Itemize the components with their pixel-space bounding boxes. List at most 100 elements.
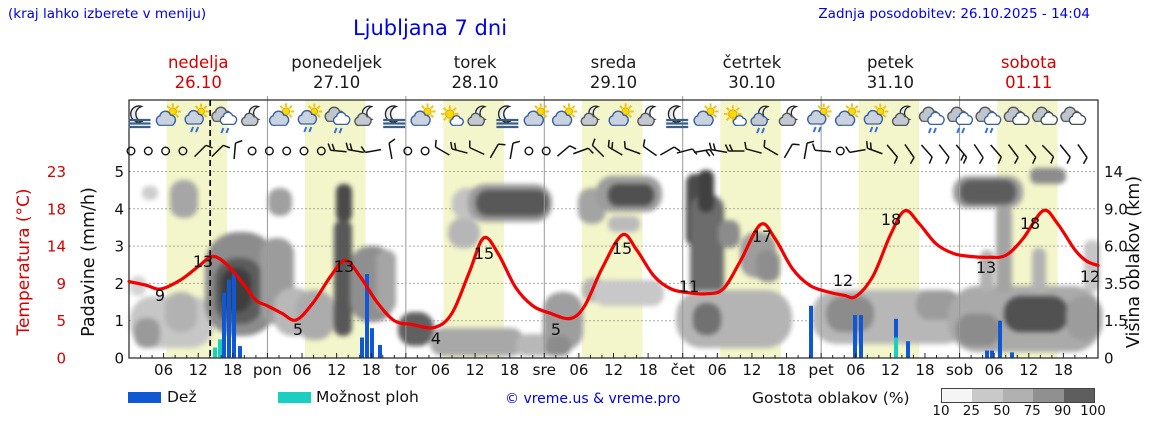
day-abbr-label: pet [808, 361, 833, 379]
hour-label: 12 [327, 361, 346, 379]
wind-barb-icon [973, 143, 984, 165]
wind-barb-icon [388, 138, 396, 160]
temp-value-label: 12 [833, 271, 853, 290]
wind-barb-icon [783, 143, 800, 159]
cloud-blob [376, 250, 396, 312]
cloud-blob [594, 280, 664, 306]
showers-legend-label: Možnost ploh [316, 388, 419, 406]
day-name: petek [867, 53, 914, 72]
day-abbr-label: tor [395, 361, 418, 379]
hour-label: 06 [985, 361, 1004, 379]
weather-icon-moon-cloud [778, 105, 799, 126]
wind-barb-icon [591, 138, 605, 158]
cloud-blob [826, 296, 874, 332]
weather-icon-moon-cloud [354, 105, 374, 126]
wind-barb-icon [763, 139, 779, 156]
height-tick: 3.5 [1104, 275, 1128, 293]
density-segment [942, 389, 973, 402]
cloud-blob [336, 184, 352, 222]
wind-barb-icon [450, 141, 468, 154]
copyright-link[interactable]: © vreme.us & vreme.pro [505, 391, 681, 407]
temp-value-label: 13 [976, 258, 996, 277]
rain-bar [232, 272, 236, 358]
wind-calm-icon [247, 146, 257, 156]
weather-icon-sun-cloud-rain [863, 103, 889, 133]
weather-icon-sun-cloud-rain [297, 103, 323, 133]
weather-icon-sun-small-cloud [724, 105, 748, 126]
weather-icon-cloud [1031, 106, 1059, 125]
wind-barb-icon [990, 144, 1002, 164]
wind-barb-icon [724, 144, 745, 152]
cloud-blob [134, 318, 160, 348]
weather-icon-cloud-rain [211, 106, 238, 134]
temp-value-label: 12 [1080, 267, 1100, 286]
hour-label: 06 [569, 361, 588, 379]
hour-label: 18 [777, 361, 796, 379]
weather-icon-sun-cloud [693, 103, 719, 126]
weather-icon-moon-cloud [637, 105, 657, 126]
rain-bar [238, 346, 242, 358]
weather-icon-moon-cloud-rain [750, 105, 770, 134]
weather-icon-cloud-rain [975, 106, 1002, 134]
weather-icon-cloud-rain [947, 106, 974, 134]
wind-barb-icon [1024, 144, 1037, 164]
density-tick-label: 75 [1023, 403, 1041, 419]
day-name: nedelja [168, 53, 229, 72]
wind-calm-icon [420, 146, 430, 156]
density-tick-label: 10 [932, 403, 950, 419]
rain-legend-swatch [128, 392, 161, 403]
rain-legend-label: Dež [167, 388, 197, 406]
temp-tick: 9 [56, 275, 66, 293]
rain-bar [809, 305, 813, 358]
weather-icon-sun-small-cloud [441, 105, 465, 126]
rain-bar [998, 320, 1002, 358]
menu-hint: (kraj lahko izberete v meniju) [8, 6, 207, 22]
wind-barb-icon [744, 141, 762, 154]
wind-calm-icon [143, 146, 153, 156]
cloud-density-label: Gostota oblakov (%) [752, 389, 910, 407]
wind-calm-icon [178, 146, 188, 156]
wind-calm-icon [264, 146, 274, 156]
cloud-blob [165, 292, 197, 332]
wind-calm-icon [835, 146, 845, 156]
rain-bar [222, 292, 226, 358]
density-tick-label: 90 [1054, 403, 1072, 419]
cloud-blob [608, 184, 654, 206]
precip-tick: 4 [114, 200, 124, 218]
cloud-blob [476, 190, 548, 216]
temp-tick: 18 [47, 200, 66, 218]
wind-barb-icon [803, 140, 815, 160]
rain-bar [378, 344, 382, 358]
hour-label: 12 [466, 361, 485, 379]
wind-barb-icon [1007, 144, 1019, 165]
temp-value-label: 13 [334, 257, 354, 276]
cloud-blob [693, 303, 721, 335]
density-tick-label: 25 [962, 403, 980, 419]
weather-icon-sun-cloud [608, 103, 634, 126]
hour-label: 18 [915, 361, 934, 379]
cloud-blob [334, 220, 352, 336]
weather-icon-sun-cloud [268, 103, 295, 126]
day-name: torek [454, 53, 497, 72]
hour-label: 12 [604, 361, 623, 379]
wind-barb-icon [866, 141, 883, 155]
cloud-blob [1004, 296, 1068, 332]
temp-tick: 14 [47, 238, 66, 256]
cloud-blob [268, 188, 292, 216]
temp-value-label: 9 [155, 286, 165, 305]
cloud-blob [543, 292, 583, 350]
hour-label: 18 [639, 361, 658, 379]
hour-label: 18 [223, 361, 242, 379]
day-abbr-label: pon [253, 361, 282, 379]
weather-icon-sun-cloud [523, 103, 549, 126]
weather-icon-sun-cloud [155, 103, 181, 126]
day-date: 30.10 [728, 73, 775, 92]
cloud-blob [296, 290, 334, 340]
weather-icon-sun-cloud-rain [807, 103, 832, 133]
precip-tick: 1 [114, 312, 124, 330]
showers-legend-swatch [278, 392, 311, 403]
shower-bar [213, 347, 217, 358]
cloud-blob [956, 314, 1000, 346]
hour-label: 12 [881, 361, 900, 379]
